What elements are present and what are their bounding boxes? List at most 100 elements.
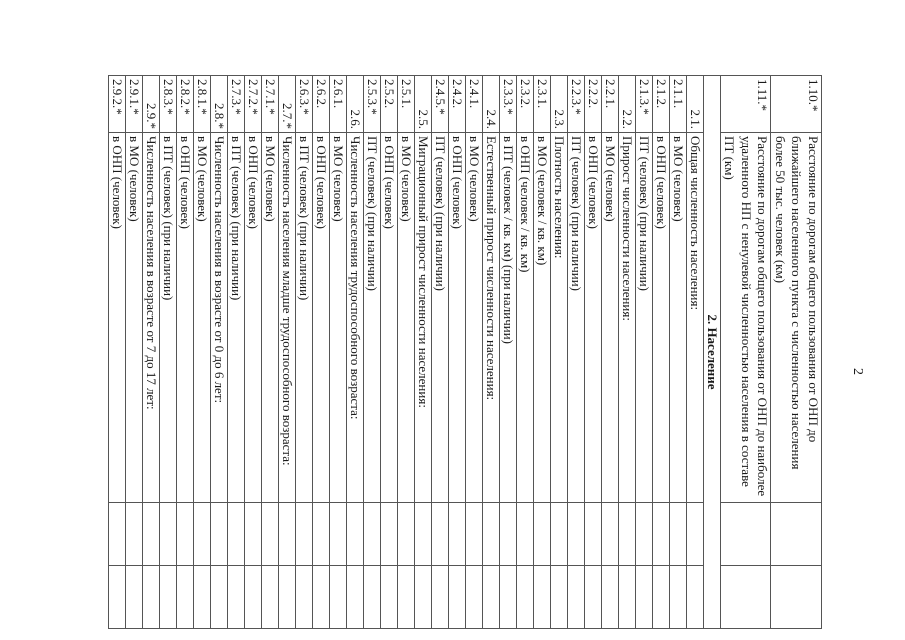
row-label: ПТ (человек) (при наличии) xyxy=(363,132,381,503)
row-number: 2.4.5.* xyxy=(431,75,449,133)
value-cell xyxy=(771,502,822,566)
row-label: ПТ (человек) (при наличии) xyxy=(635,132,653,503)
row-number: 2.2. xyxy=(618,75,636,133)
value-cell xyxy=(567,502,585,566)
table-row: 2.8.2.* в ОНП (человек) xyxy=(176,75,194,629)
value-cell xyxy=(482,502,500,566)
row-number: 2.2.3.* xyxy=(567,75,585,133)
row-label: в ОНП (человек) xyxy=(380,132,398,503)
table-row: 2.4.2. в ОНП (человек) xyxy=(448,75,466,629)
value-cell xyxy=(227,565,245,629)
table-row: 2.1. Общая численность населения: xyxy=(686,75,704,629)
row-label: в МО (человек) xyxy=(465,132,483,503)
row-number: 1.11.* xyxy=(720,75,771,133)
row-label: в ОНП (человек) xyxy=(176,132,194,503)
table-row: 2.8.1.* в МО (человек) xyxy=(193,75,211,629)
row-label: в МО (человек) xyxy=(125,132,143,503)
row-label: в ОНП (человек / кв. км) xyxy=(516,132,534,503)
row-number: 2.9.* xyxy=(142,75,160,133)
table-row: 2.3. Плотность населения: xyxy=(550,75,568,629)
value-cell xyxy=(363,502,381,566)
table-row: 2.7.3.* в ПТ (человек) (при наличии) xyxy=(227,75,245,629)
value-cell xyxy=(533,565,551,629)
value-cell xyxy=(652,565,670,629)
table-row: 2.2. Прирост численности населения: xyxy=(618,75,636,629)
value-cell xyxy=(312,502,330,566)
value-cell xyxy=(193,502,211,566)
table-row: 2.1.1. в МО (человек) xyxy=(669,75,687,629)
row-number: 2.4.1. xyxy=(465,75,483,133)
table-row: 2.4.1. в МО (человек) xyxy=(465,75,483,629)
row-label: Численность населения в возрасте от 0 до… xyxy=(210,132,228,503)
row-number: 2.9.2.* xyxy=(108,75,126,133)
row-label: в ОНП (человек) xyxy=(108,132,126,503)
table-row: 2.5.1. в МО (человек) xyxy=(397,75,415,629)
value-cell xyxy=(601,502,619,566)
value-cell xyxy=(261,502,279,566)
row-number: 2.8.3.* xyxy=(159,75,177,133)
row-label: в МО (человек) xyxy=(669,132,687,503)
row-number: 2.8.2.* xyxy=(176,75,194,133)
row-number: 2.2.1. xyxy=(601,75,619,133)
table-row: 2.5. Миграционный прирост численности нас… xyxy=(414,75,432,629)
value-cell xyxy=(448,565,466,629)
value-cell xyxy=(635,502,653,566)
row-label: Расстояние по дорогам общего пользования… xyxy=(771,132,822,503)
value-cell xyxy=(584,565,602,629)
value-cell xyxy=(176,565,194,629)
value-cell xyxy=(108,565,126,629)
value-cell xyxy=(397,565,415,629)
value-cell xyxy=(295,565,313,629)
row-label: ПТ (человек) (при наличии) xyxy=(431,132,449,503)
value-cell xyxy=(652,502,670,566)
table-row: 2.2.1. в МО (человек) xyxy=(601,75,619,629)
value-cell xyxy=(142,565,160,629)
value-cell xyxy=(771,565,822,629)
row-number: 2.7.2.* xyxy=(244,75,262,133)
row-number: 2.7.1.* xyxy=(261,75,279,133)
table-row: 2.9.1.* в МО (человек) xyxy=(125,75,143,629)
table-row: 2.6. Численность населения трудоспособног… xyxy=(346,75,364,629)
value-cell xyxy=(278,502,296,566)
row-label: в ПТ (человек) (при наличии) xyxy=(295,132,313,503)
value-cell xyxy=(312,565,330,629)
row-label: в ПТ (человек) (при наличии) xyxy=(227,132,245,503)
value-cell xyxy=(159,502,177,566)
row-number: 2.1.1. xyxy=(669,75,687,133)
table-row: 2.2.3.* ПТ (человек) (при наличии) xyxy=(567,75,585,629)
value-cell xyxy=(346,502,364,566)
value-cell xyxy=(618,502,636,566)
table-row: 2.6.1. в МО (человек) xyxy=(329,75,347,629)
value-cell xyxy=(499,565,517,629)
row-label: в МО (человек / кв. км) xyxy=(533,132,551,503)
value-cell xyxy=(210,565,228,629)
value-cell xyxy=(499,502,517,566)
table-row: 2.9.* Численность населения в возрасте от… xyxy=(142,75,160,629)
row-number: 1.10.* xyxy=(771,75,822,133)
table-row: 2.3.1. в МО (человек / кв. км) xyxy=(533,75,551,629)
row-number: 2.6.3.* xyxy=(295,75,313,133)
row-number: 2.1. xyxy=(686,75,704,133)
value-cell xyxy=(516,565,534,629)
row-label: в ОНП (человек) xyxy=(584,132,602,503)
table-row: 2.7.* Численность населения младше трудос… xyxy=(278,75,296,629)
value-cell xyxy=(720,502,771,566)
row-label: Численность населения младше трудоспособ… xyxy=(278,132,296,503)
value-cell xyxy=(550,502,568,566)
row-number: 2.5. xyxy=(414,75,432,133)
row-label: в МО (человек) xyxy=(261,132,279,503)
table-row: 2.1.3.* ПТ (человек) (при наличии) xyxy=(635,75,653,629)
row-number: 2.5.3.* xyxy=(363,75,381,133)
table-row: 2.8.* Численность населения в возрасте от… xyxy=(210,75,228,629)
table-row: 2.7.1.* в МО (человек) xyxy=(261,75,279,629)
value-cell xyxy=(720,565,771,629)
row-label: Общая численность населения: xyxy=(686,132,704,503)
table-row: 1.10.* Расстояние по дорогам общего польз… xyxy=(771,75,822,629)
value-cell xyxy=(465,565,483,629)
value-cell xyxy=(431,502,449,566)
row-label: в ОНП (человек) xyxy=(312,132,330,503)
value-cell xyxy=(380,502,398,566)
table-row: 2.4.5.* ПТ (человек) (при наличии) xyxy=(431,75,449,629)
row-label: в ОНП (человек) xyxy=(244,132,262,503)
value-cell xyxy=(550,565,568,629)
